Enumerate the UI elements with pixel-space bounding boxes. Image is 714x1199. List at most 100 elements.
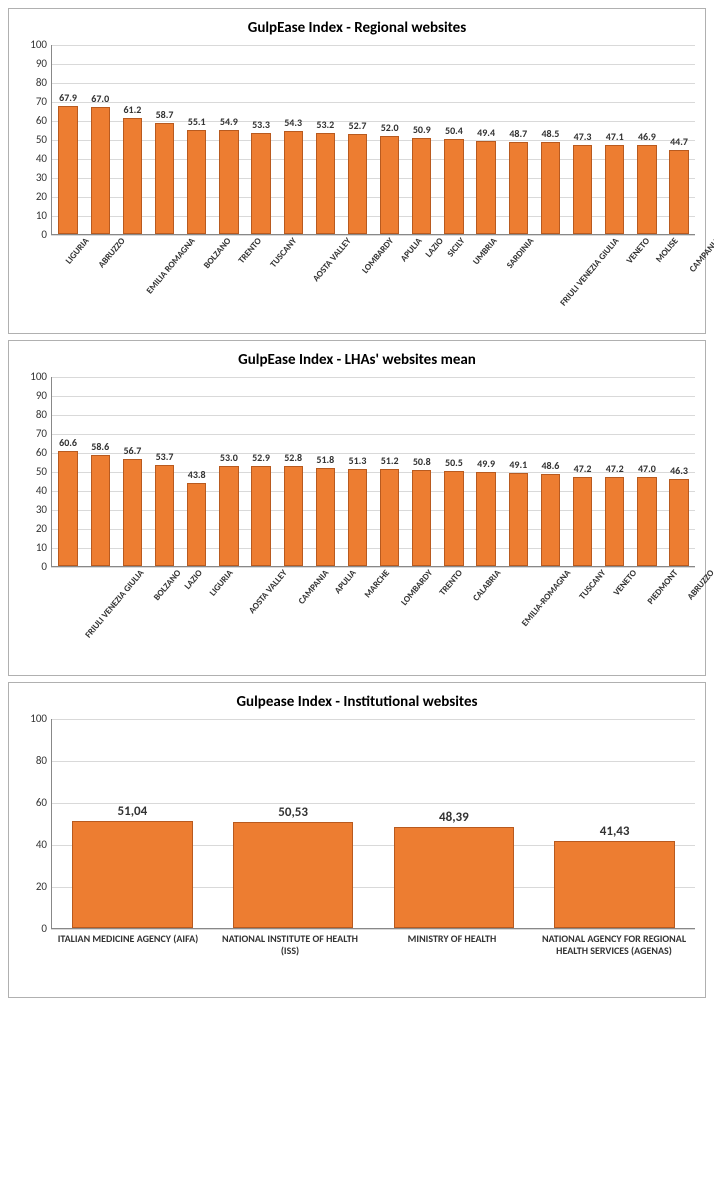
plot-area: 100908070605040302010060.658.656.753.743… (19, 377, 695, 567)
bar-slot: 58.7 (148, 45, 180, 234)
bar-rect (554, 841, 675, 928)
bar-slot: 48.5 (534, 45, 566, 234)
bar-slot: 48.7 (502, 45, 534, 234)
bar-rect (476, 472, 495, 566)
x-label: UMBRIA (465, 239, 494, 270)
x-label: CALABRIA (465, 571, 498, 607)
bar-slot: 50,53 (213, 719, 374, 928)
bar-slot: 51.8 (309, 377, 341, 566)
bar-value-label: 51,04 (118, 804, 148, 819)
x-label: BOLZANO (146, 571, 178, 606)
bar-value-label: 47.1 (606, 130, 624, 143)
bar-value-label: 48.5 (541, 127, 559, 140)
bar-rect (284, 131, 303, 234)
bars-area: 51,0450,5348,3941,43 (51, 719, 695, 929)
bar-rect (444, 139, 463, 234)
plot-area: 10080604020051,0450,5348,3941,43 (19, 719, 695, 929)
bar-rect (605, 145, 624, 234)
bar-slot: 44.7 (663, 45, 695, 234)
x-label: MARCHE (357, 571, 387, 603)
bar-rect (412, 138, 431, 234)
bar-value-label: 53.2 (316, 118, 334, 131)
x-label: SARDINIA (499, 239, 531, 274)
bar-slot: 47.2 (567, 377, 599, 566)
bar-value-label: 47.3 (574, 130, 592, 143)
bar-rect (72, 821, 193, 928)
chart-panel-0: GulpEase Index - Regional websites100908… (8, 8, 706, 334)
bar-value-label: 50.8 (413, 455, 431, 468)
bar-value-label: 55.1 (188, 115, 206, 128)
bar-value-label: 50.5 (445, 456, 463, 469)
bar-value-label: 48,39 (439, 810, 469, 825)
bar-rect (637, 145, 656, 234)
bar-rect (573, 477, 592, 566)
bar-rect (123, 459, 142, 566)
x-label: NATIONAL INSTITUTE OF HEALTH (ISS) (209, 933, 371, 956)
x-label: TRENTO (231, 239, 259, 269)
x-labels-row: ITALIAN MEDICINE AGENCY (AIFA)NATIONAL I… (47, 933, 695, 956)
bar-value-label: 67.9 (59, 91, 77, 104)
bar-rect (605, 477, 624, 566)
y-axis: 1009080706050403020100 (19, 377, 51, 567)
x-label: TUSCANY (572, 571, 603, 605)
bar-rect (476, 141, 495, 234)
x-label: LOMBARDY (355, 239, 391, 279)
bar-value-label: 47.0 (638, 462, 656, 475)
bar-slot: 58.6 (84, 377, 116, 566)
bar-slot: 51.2 (374, 377, 406, 566)
x-label: NATIONAL AGENCY FOR REGIONAL HEALTH SERV… (533, 933, 695, 956)
x-labels-row: FRIULI VENEZIA GIULIABOLZANOLAZIOLIGURIA… (47, 571, 695, 582)
x-label: EMILIA-ROMAGNA (514, 571, 568, 632)
bar-rect (541, 474, 560, 566)
bar-rect (284, 466, 303, 566)
bar-value-label: 48.7 (509, 127, 527, 140)
bar-slot: 53.0 (213, 377, 245, 566)
y-axis: 1009080706050403020100 (19, 45, 51, 235)
bar-slot: 67.9 (52, 45, 84, 234)
bar-value-label: 44.7 (670, 135, 688, 148)
bar-value-label: 47.2 (606, 462, 624, 475)
bar-value-label: 56.7 (123, 444, 141, 457)
bar-slot: 50.9 (406, 45, 438, 234)
grid-line (51, 929, 695, 930)
bar-slot: 51.3 (341, 377, 373, 566)
bar-value-label: 50.9 (413, 123, 431, 136)
bar-slot: 52.9 (245, 377, 277, 566)
x-labels: FRIULI VENEZIA GIULIABOLZANOLAZIOLIGURIA… (47, 571, 695, 671)
bar-rect (412, 470, 431, 566)
chart-title: Gulpease Index - Institutional websites (19, 693, 695, 711)
x-label: FRIULI VENEZIA GIULIA (553, 239, 616, 312)
bar-value-label: 46.9 (638, 130, 656, 143)
bar-rect (637, 477, 656, 566)
bar-slot: 47.1 (599, 45, 631, 234)
chart-panel-1: GulpEase Index - LHAs' websites mean1009… (8, 340, 706, 676)
x-labels-row: LIGURIAABRUZZOEMILIA ROMAGNABOLZANOTRENT… (47, 239, 695, 250)
bar-slot: 53.2 (309, 45, 341, 234)
bar-rect (219, 466, 238, 566)
bar-slot: 43.8 (181, 377, 213, 566)
bar-rect (219, 130, 238, 234)
bar-value-label: 54.9 (220, 115, 238, 128)
bar-rect (444, 471, 463, 566)
bars-row: 60.658.656.753.743.853.052.952.851.851.3… (51, 377, 695, 567)
x-label: TUSCANY (263, 239, 294, 273)
x-label: ABRUZZO (91, 239, 122, 273)
x-label: TRENTO (432, 571, 460, 601)
bar-rect (58, 451, 77, 566)
bar-slot: 47.3 (567, 45, 599, 234)
bar-value-label: 51.2 (381, 454, 399, 467)
bar-value-label: 58.6 (91, 440, 109, 453)
bar-slot: 50.4 (438, 45, 470, 234)
x-label: EMILIA ROMAGNA (138, 239, 191, 300)
bar-slot: 51,04 (52, 719, 213, 928)
x-label: ITALIAN MEDICINE AGENCY (AIFA) (47, 933, 209, 956)
bar-value-label: 49.4 (477, 126, 495, 139)
bar-value-label: 52.7 (349, 119, 367, 132)
bar-slot: 47.2 (599, 377, 631, 566)
bar-slot: 48.6 (534, 377, 566, 566)
bar-value-label: 46.3 (670, 464, 688, 477)
bar-rect (91, 455, 110, 566)
bar-rect (123, 118, 142, 234)
bar-rect (316, 468, 335, 566)
bar-value-label: 50,53 (278, 805, 308, 820)
